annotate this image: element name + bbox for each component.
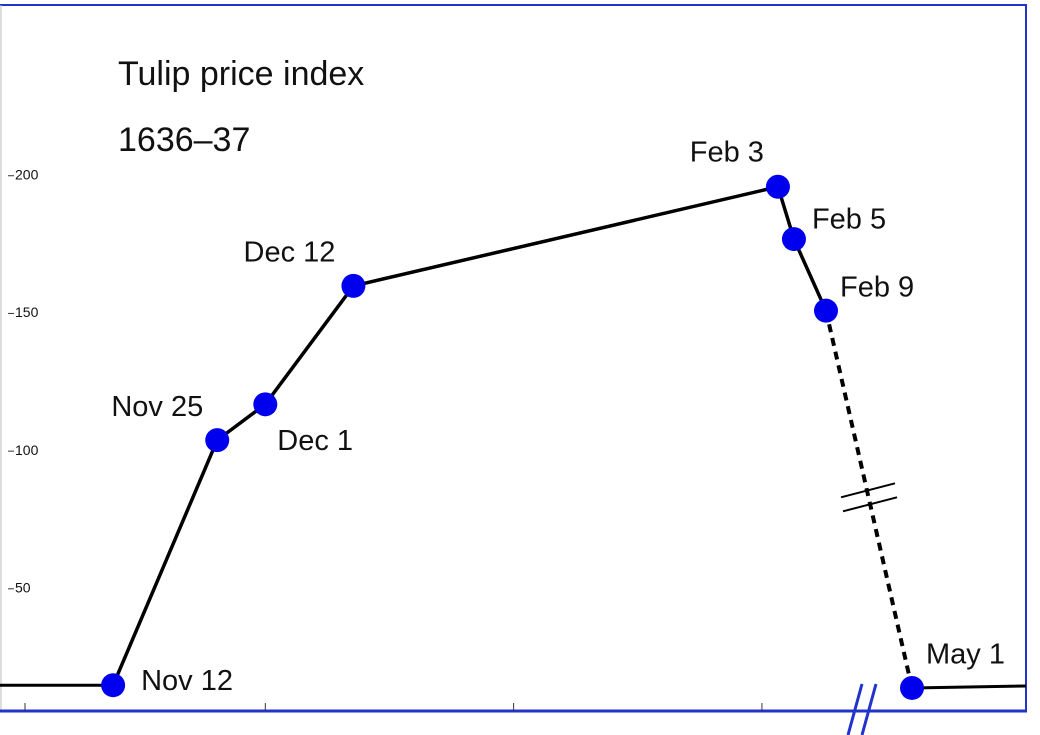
y-tick-label: 100 xyxy=(15,442,39,458)
point-label: Nov 12 xyxy=(141,665,233,697)
y-tick-label: 150 xyxy=(15,304,39,320)
axis-break xyxy=(846,683,864,735)
point-label: Feb 3 xyxy=(690,136,764,168)
axis-break xyxy=(860,683,878,735)
chart-title: Tulip price index xyxy=(118,55,364,93)
point-label: Dec 12 xyxy=(244,237,336,269)
point-label: Dec 1 xyxy=(277,425,353,457)
point-label: Nov 25 xyxy=(111,391,203,423)
point-label: May 1 xyxy=(926,639,1005,671)
y-tick-label: 200 xyxy=(15,166,39,182)
data-point xyxy=(205,428,230,453)
point-label: Feb 9 xyxy=(840,271,914,303)
data-point xyxy=(765,174,790,199)
point-label: Feb 5 xyxy=(812,204,886,236)
line-break xyxy=(842,496,898,513)
data-point xyxy=(101,673,126,698)
data-point xyxy=(341,273,366,298)
lead-line xyxy=(911,684,1027,690)
dashed-line xyxy=(824,310,914,689)
data-point xyxy=(253,392,278,417)
data-point xyxy=(814,298,838,323)
chart-subtitle: 1636–37 xyxy=(118,121,250,159)
data-point xyxy=(781,227,806,252)
line-break xyxy=(840,482,896,499)
y-tick-label: 50 xyxy=(15,580,31,596)
data-point xyxy=(900,675,924,700)
